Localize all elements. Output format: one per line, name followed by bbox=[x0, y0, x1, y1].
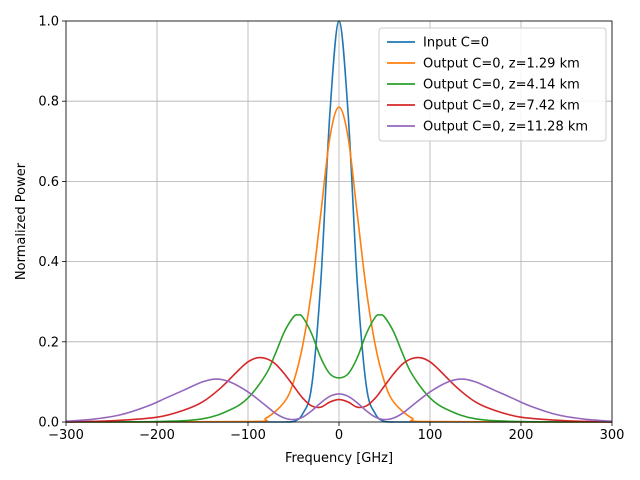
series-line-3 bbox=[65, 356, 613, 423]
y-tick-label: 0.8 bbox=[38, 95, 59, 110]
legend-entry: Output C=0, z=7.42 km bbox=[423, 99, 580, 114]
y-tick-label: 0.2 bbox=[38, 335, 59, 350]
y-axis-label: Normalized Power bbox=[14, 162, 29, 280]
x-tick-label: 300 bbox=[600, 428, 625, 443]
y-tick-label: 0.4 bbox=[38, 255, 59, 270]
series-line-2 bbox=[65, 313, 613, 423]
x-tick-label: −300 bbox=[48, 428, 84, 443]
y-tick-label: 0.6 bbox=[38, 175, 59, 190]
legend-entry: Input C=0 bbox=[423, 36, 489, 51]
x-tick-label: −200 bbox=[139, 428, 175, 443]
legend-entry: Output C=0, z=11.28 km bbox=[423, 120, 588, 135]
axis-ticks: −300 −200 −100 0 100 200 300 0.0 0.2 0.4 0.6 0.8 1.0 bbox=[38, 15, 624, 444]
series-line-1 bbox=[65, 106, 613, 423]
x-tick-label: 0 bbox=[335, 428, 343, 443]
y-tick-label: 1.0 bbox=[38, 15, 59, 30]
legend-box bbox=[378, 27, 607, 142]
x-tick-label: 200 bbox=[509, 428, 534, 443]
legend-entry: Output C=0, z=1.29 km bbox=[423, 57, 580, 72]
x-tick-label: 100 bbox=[418, 428, 443, 443]
y-tick-label: 0.0 bbox=[38, 416, 59, 431]
series-line-4 bbox=[65, 378, 613, 422]
legend-entry: Output C=0, z=4.14 km bbox=[423, 78, 580, 93]
x-axis-label: Frequency [GHz] bbox=[285, 451, 393, 466]
x-tick-label: −100 bbox=[230, 428, 266, 443]
legend: Input C=0 Output C=0, z=1.29 km Output C=0… bbox=[378, 27, 607, 142]
